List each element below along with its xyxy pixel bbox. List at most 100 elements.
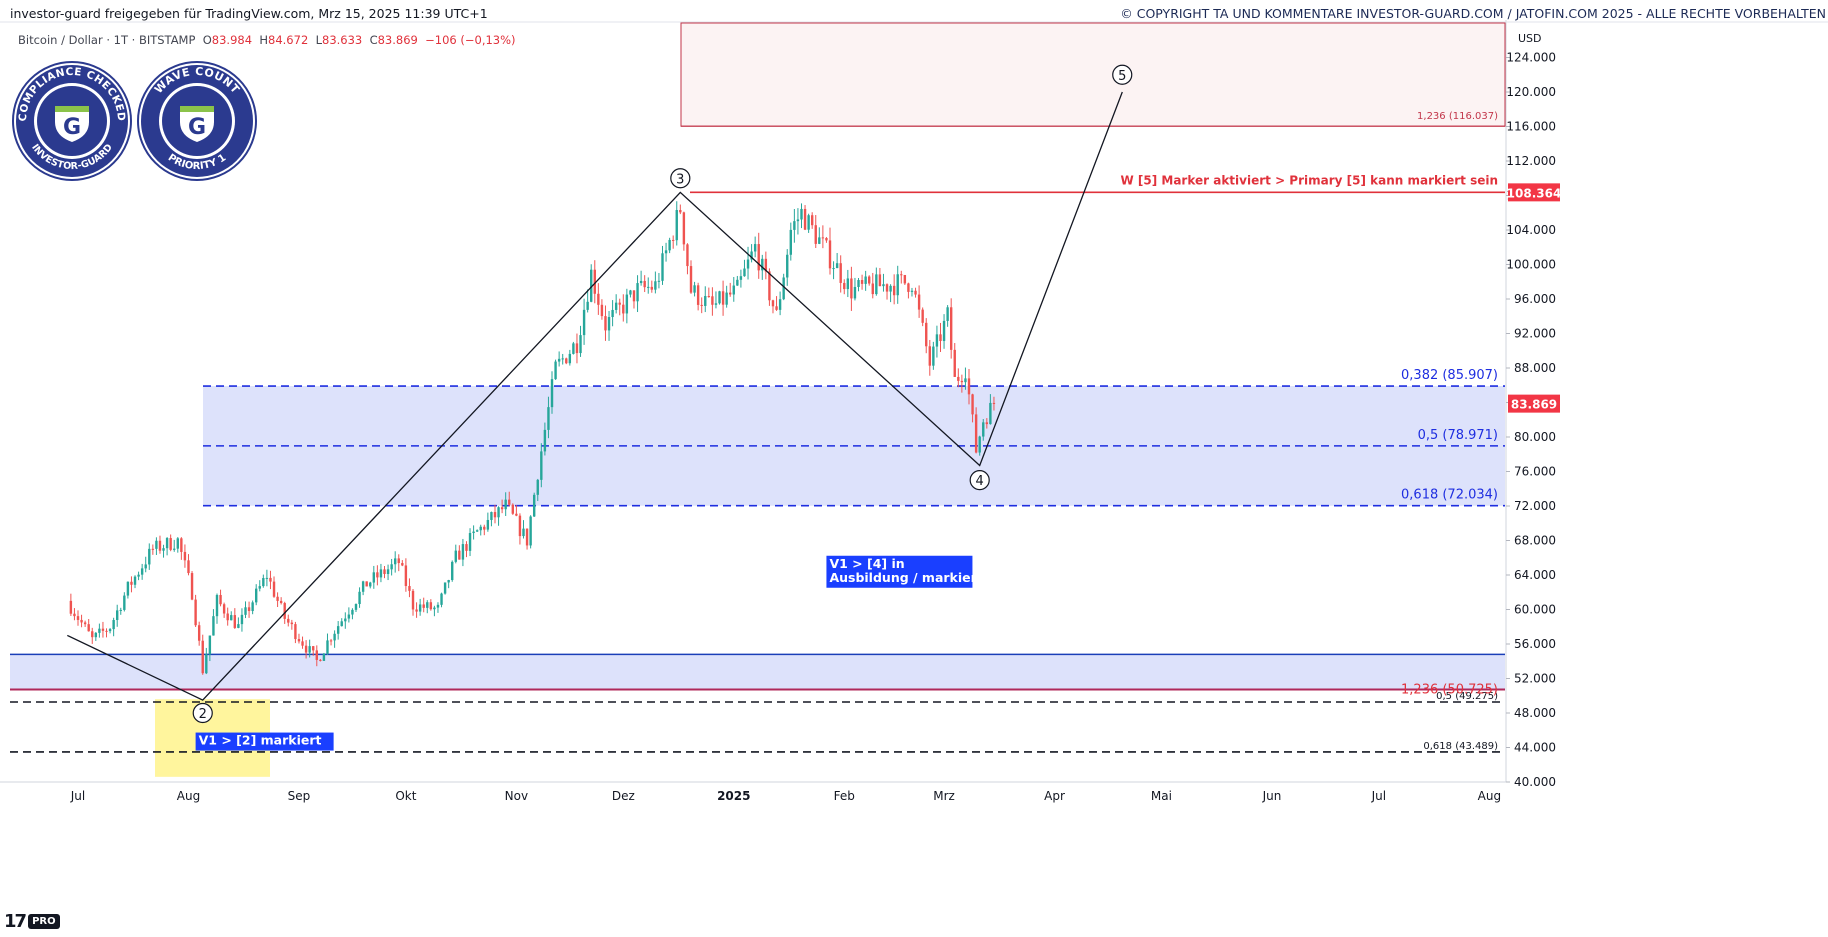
low-label: L [315,33,322,47]
candle-body [87,624,90,632]
candle-body [422,604,425,608]
candle-body [925,322,928,347]
high-label: H [259,33,269,47]
candle-body [500,507,504,510]
candle-body [180,538,183,552]
candle-body [775,306,778,310]
candle-body [255,588,258,603]
candle-body [657,280,661,282]
candle-body [704,296,707,306]
candle-body [910,290,914,292]
candle-body [611,309,614,318]
candle-body [447,580,450,583]
candle-body [900,274,903,276]
candle-body [942,320,946,342]
x-tick-label: Nov [505,789,528,803]
candle-body [536,479,539,495]
candle-body [411,590,415,610]
candle-body [557,358,561,362]
candle-body [105,630,108,632]
candle-body [247,607,251,612]
candle-body [237,624,240,628]
candle-body [714,303,718,305]
tradingview-logo[interactable]: 17 PRO [4,910,60,932]
candle-body [989,402,992,425]
candle-body [312,646,315,651]
candle-body [661,253,664,281]
candle-body [197,625,201,641]
candle-body [607,317,611,331]
candle-body [636,283,639,302]
candle-body [796,219,800,222]
candle-body [130,581,133,585]
candle-body [921,309,924,323]
x-tick-label: Mrz [933,789,955,803]
candle-body [618,302,621,305]
symbol-name: Bitcoin / Dollar · 1T · BITSTAMP [18,33,196,47]
candle-body [372,572,376,583]
candle-body [718,291,721,304]
candle-body [276,596,279,601]
candle-body [511,504,515,514]
candle-body [650,286,654,290]
annotation-box [826,555,973,588]
candle-body [654,281,657,290]
candle-body [73,613,76,617]
candle-body [850,278,853,299]
candle-body [586,301,589,310]
candle-body [572,343,575,354]
candle-body [272,581,276,597]
candle-body [354,604,358,610]
candle-body [600,304,604,317]
candle-body [800,208,803,220]
candle-body [361,581,365,592]
candle-body [907,283,910,292]
candle-body [750,251,753,260]
candle-body [347,614,351,619]
candle-body [344,618,347,622]
candle-body [165,538,169,549]
candle-body [622,304,625,314]
candle-body [233,615,237,628]
candle-body [176,538,179,549]
x-tick-label: Sep [288,789,311,803]
candle-body [522,528,525,537]
candle-body [985,422,989,425]
candle-body [625,294,629,314]
compliance-badge-icon: COMPLIANCE CHECKED INVESTOR-GUARD G [12,61,132,181]
wave-label: 3 [676,172,684,187]
fib-retracement-zone [203,386,1505,506]
candle-body [230,615,233,621]
lower-fib-label: 0,5 (49.275) [1436,691,1498,702]
candle-body [515,513,518,516]
candle-body [982,422,985,437]
candle-body [739,276,743,280]
candle-body [162,548,165,551]
candle-body [671,239,675,241]
x-tick-label: Mai [1151,789,1172,803]
low-value: 83.633 [322,33,363,47]
candle-body [928,346,931,366]
candle-body [946,307,949,321]
candle-body [825,237,828,241]
symbol-legend[interactable]: Bitcoin / Dollar · 1T · BITSTAMP O83.984… [18,33,516,47]
badge-letter: G [188,115,206,140]
candle-body [194,599,197,626]
candle-body [322,653,326,661]
candle-body [408,586,411,591]
candle-body [173,548,176,550]
annotation-text: Ausbildung / markiert [829,570,982,585]
y-tick-label: 60.000 [1514,603,1556,617]
candle-body [561,358,564,360]
candle-body [365,581,368,587]
candle-body [297,639,301,642]
candle-body [80,619,83,623]
candle-body [529,516,532,546]
candle-body [696,285,700,305]
last-price-tag-bg [1508,394,1560,413]
candle-body [187,560,190,574]
candle-body [94,632,98,638]
candle-body [461,544,465,560]
candle-body [340,621,343,627]
